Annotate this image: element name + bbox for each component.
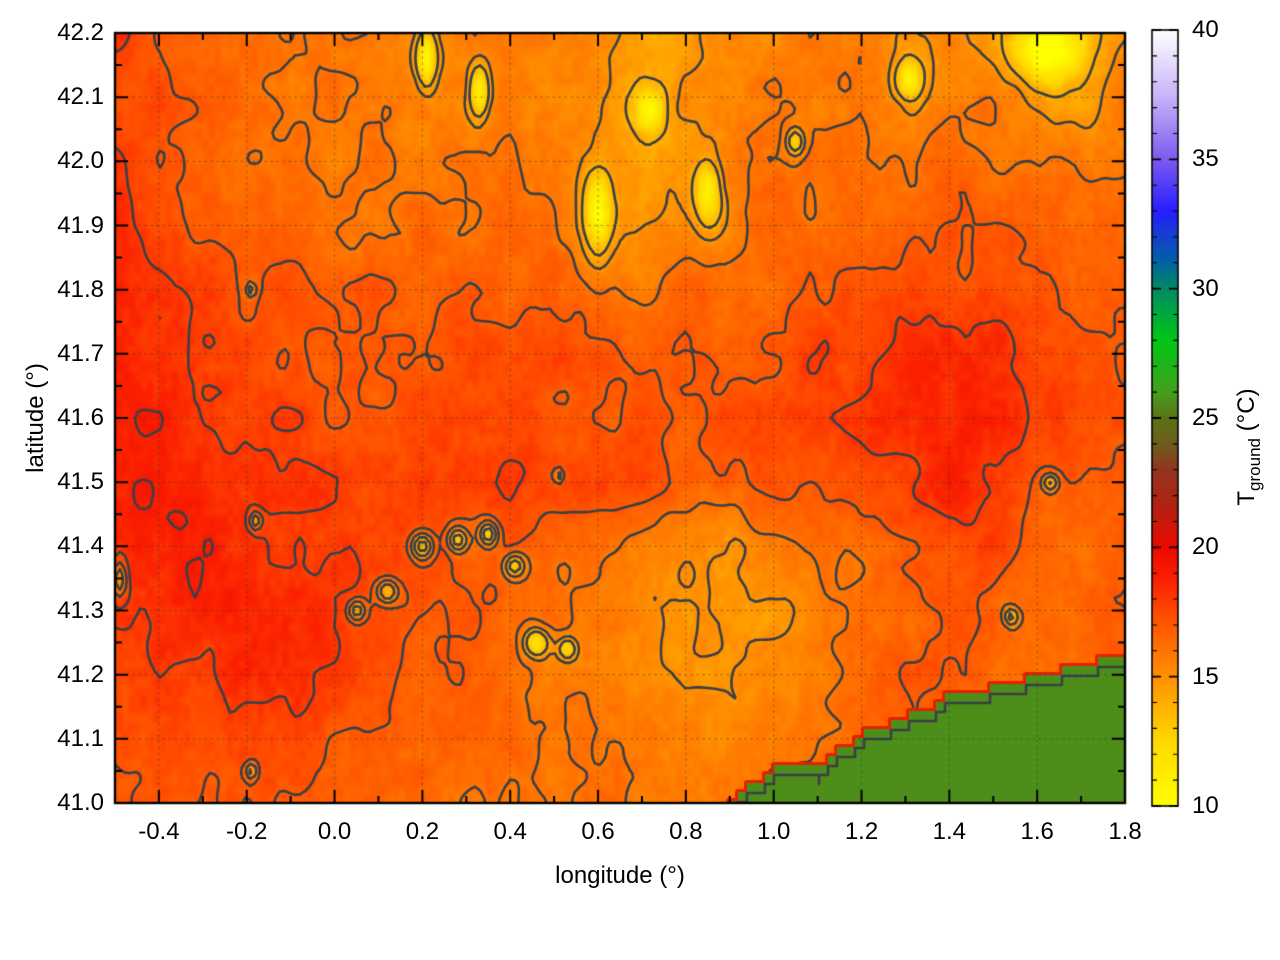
y-tick-label: 41.0: [57, 789, 104, 816]
colorbar-tick-label: 20: [1192, 533, 1219, 561]
colorbar-tick-label: 10: [1192, 792, 1219, 819]
y-tick-label: 41.2: [57, 660, 104, 688]
y-tick-label: 41.6: [57, 404, 104, 431]
x-tick-label: 0.0: [317, 818, 352, 845]
y-tick-label: 42.2: [57, 19, 104, 46]
y-tick-label: 41.9: [57, 211, 104, 239]
y-tick-label: 41.5: [57, 468, 104, 496]
x-tick-label: 0.4: [493, 818, 527, 845]
x-tick-label: 1.4: [932, 818, 967, 845]
x-tick-label: -0.2: [226, 818, 268, 845]
colorbar-tick-label: 35: [1192, 145, 1219, 173]
x-tick-label: 1.8: [1108, 818, 1142, 845]
y-tick-label: 41.7: [57, 339, 104, 367]
colorbar-tick-label: 15: [1192, 662, 1219, 690]
colorbar-tick-label: 40: [1192, 16, 1219, 43]
y-tick-label: 41.8: [57, 275, 104, 303]
x-tick-label: 1.2: [844, 818, 879, 845]
y-tick-label: 41.1: [57, 724, 104, 752]
colorbar-title-main: T: [1233, 490, 1260, 506]
x-tick-label: 0.2: [405, 818, 440, 845]
colorbar-title-sub: ground: [1244, 438, 1264, 491]
y-tick-label: 42.1: [57, 83, 104, 111]
x-tick-label: 1.6: [1020, 818, 1054, 845]
x-tick-label: 0.8: [669, 818, 703, 845]
y-tick-label: 42.0: [57, 147, 104, 175]
x-tick-label: -0.4: [138, 818, 180, 845]
x-tick-label: 1.0: [757, 818, 791, 845]
colorbar-tick-label: 25: [1192, 404, 1219, 431]
colorbar-title-unit: (°C): [1233, 388, 1260, 438]
x-tick-label: 0.6: [581, 818, 615, 845]
x-axis-title: longitude (°): [555, 862, 685, 889]
y-tick-label: 41.3: [57, 596, 104, 624]
colorbar-tick-label: 30: [1192, 274, 1219, 302]
colorbar-title: Tground (°C): [1231, 297, 1264, 597]
y-axis-title: latitude (°): [22, 363, 49, 473]
y-tick-label: 41.4: [57, 532, 104, 560]
